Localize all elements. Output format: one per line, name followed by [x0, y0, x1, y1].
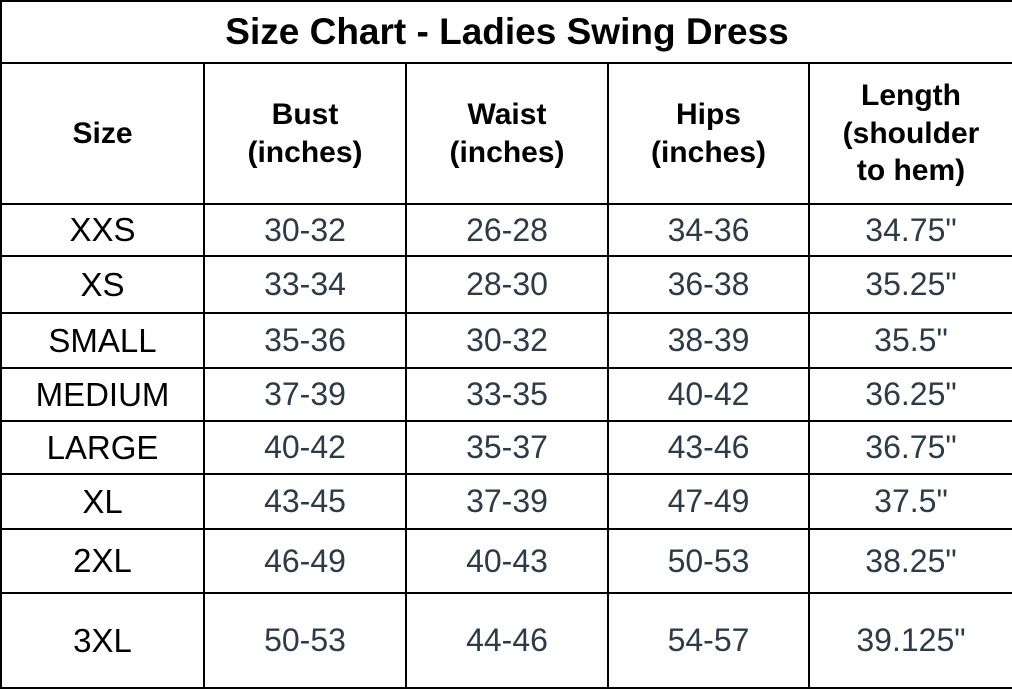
length-value: 34.75" — [808, 203, 1012, 257]
hips-value: 54-57 — [607, 592, 810, 689]
hips-value: 40-42 — [607, 367, 810, 422]
hips-value: 36-38 — [607, 255, 810, 314]
length-value: 36.75" — [808, 420, 1012, 475]
table-row-xs: XS 33-34 28-30 36-38 35.25" — [0, 255, 1012, 314]
hips-value: 43-46 — [607, 420, 810, 475]
bust-value: 46-49 — [203, 528, 407, 594]
size-label: LARGE — [0, 420, 205, 475]
hips-value: 34-36 — [607, 203, 810, 257]
table-row-xl: XL 43-45 37-39 47-49 37.5" — [0, 473, 1012, 530]
size-label: MEDIUM — [0, 367, 205, 422]
length-value: 36.25" — [808, 367, 1012, 422]
column-header-size: Size — [0, 62, 205, 205]
table-row-medium: MEDIUM 37-39 33-35 40-42 36.25" — [0, 367, 1012, 422]
waist-value: 35-37 — [405, 420, 609, 475]
waist-value: 30-32 — [405, 312, 609, 369]
bust-value: 33-34 — [203, 255, 407, 314]
bust-value: 43-45 — [203, 473, 407, 530]
bust-value: 30-32 — [203, 203, 407, 257]
length-value: 35.25" — [808, 255, 1012, 314]
column-header-hips: Hips (inches) — [607, 62, 810, 205]
column-header-length: Length (shoulder to hem) — [808, 62, 1012, 205]
hips-value: 50-53 — [607, 528, 810, 594]
waist-value: 44-46 — [405, 592, 609, 689]
size-label: 2XL — [0, 528, 205, 594]
length-value: 38.25" — [808, 528, 1012, 594]
column-header-waist: Waist (inches) — [405, 62, 609, 205]
column-header-row: Size Bust (inches) Waist (inches) Hips (… — [0, 62, 1012, 205]
table-row-2xl: 2XL 46-49 40-43 50-53 38.25" — [0, 528, 1012, 594]
waist-value: 28-30 — [405, 255, 609, 314]
length-value: 37.5" — [808, 473, 1012, 530]
bust-value: 37-39 — [203, 367, 407, 422]
hips-value: 47-49 — [607, 473, 810, 530]
size-label: XS — [0, 255, 205, 314]
hips-value: 38-39 — [607, 312, 810, 369]
table-row-3xl: 3XL 50-53 44-46 54-57 39.125" — [0, 592, 1012, 689]
page-title: Size Chart - Ladies Swing Dress — [0, 0, 1012, 64]
bust-value: 50-53 — [203, 592, 407, 689]
table-row-xxs: XXS 30-32 26-28 34-36 34.75" — [0, 203, 1012, 257]
size-label: XXS — [0, 203, 205, 257]
waist-value: 33-35 — [405, 367, 609, 422]
size-label: XL — [0, 473, 205, 530]
size-label: 3XL — [0, 592, 205, 689]
bust-value: 35-36 — [203, 312, 407, 369]
waist-value: 26-28 — [405, 203, 609, 257]
table-row-large: LARGE 40-42 35-37 43-46 36.75" — [0, 420, 1012, 475]
length-value: 39.125" — [808, 592, 1012, 689]
bust-value: 40-42 — [203, 420, 407, 475]
waist-value: 40-43 — [405, 528, 609, 594]
waist-value: 37-39 — [405, 473, 609, 530]
column-header-bust: Bust (inches) — [203, 62, 407, 205]
length-value: 35.5" — [808, 312, 1012, 369]
table-row-small: SMALL 35-36 30-32 38-39 35.5" — [0, 312, 1012, 369]
title-row: Size Chart - Ladies Swing Dress — [0, 0, 1012, 64]
size-label: SMALL — [0, 312, 205, 369]
